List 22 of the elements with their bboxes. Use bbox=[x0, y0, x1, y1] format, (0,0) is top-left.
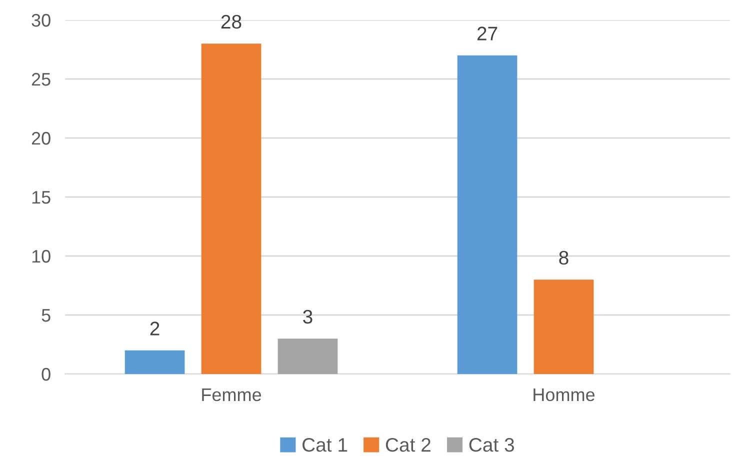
y-tick-label: 15 bbox=[32, 191, 50, 204]
y-tick-label: 5 bbox=[42, 309, 50, 322]
bar bbox=[534, 280, 594, 374]
data-label: 28 bbox=[221, 14, 242, 29]
x-tick-label: Homme bbox=[534, 388, 595, 402]
y-tick-label: 10 bbox=[32, 250, 50, 263]
legend-label: Cat 1 bbox=[302, 438, 348, 452]
bar bbox=[201, 44, 262, 374]
x-tick-label: Femme bbox=[202, 388, 262, 402]
y-tick-label: 0 bbox=[42, 368, 50, 381]
y-tick-label: 25 bbox=[32, 72, 50, 86]
data-label: 8 bbox=[559, 250, 568, 265]
y-tick-label: 20 bbox=[32, 132, 50, 145]
legend-label: Cat 3 bbox=[469, 438, 514, 452]
bar bbox=[278, 338, 338, 374]
legend-label: Cat 2 bbox=[386, 438, 430, 452]
bar bbox=[457, 55, 518, 374]
y-tick-label: 30 bbox=[32, 14, 50, 27]
data-label: 3 bbox=[303, 310, 312, 324]
data-label: 2 bbox=[150, 322, 160, 336]
bar bbox=[124, 350, 185, 374]
data-label: 27 bbox=[477, 26, 498, 40]
